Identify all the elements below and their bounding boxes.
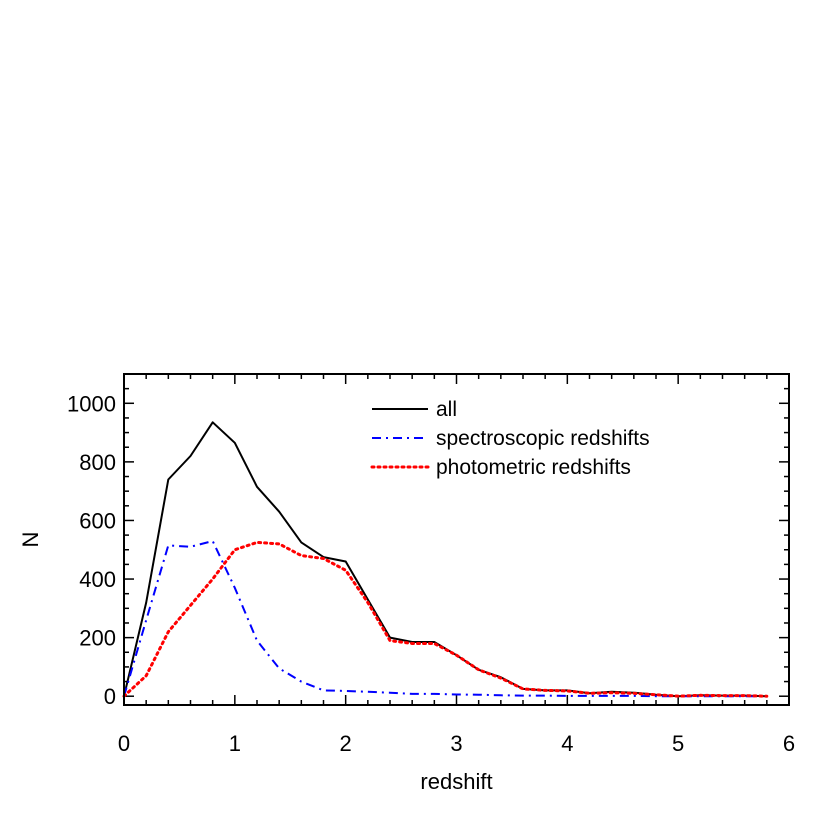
plot-frame — [123, 373, 790, 706]
x-tick-label: 4 — [561, 731, 573, 756]
legend-label-3: photometric redshifts — [436, 456, 631, 479]
legend: all spectroscopic redshifts photometric re… — [370, 398, 650, 479]
y-tick-labels: 0 200 400 600 800 1000 — [67, 391, 116, 709]
x-tick-label: 1 — [229, 731, 241, 756]
y-tick-label: 0 — [104, 684, 116, 709]
y-tick-label: 1000 — [67, 391, 116, 416]
y-tick-label: 600 — [79, 508, 116, 533]
y-tick-label: 400 — [79, 567, 116, 592]
legend-label-2: spectroscopic redshifts — [436, 427, 650, 450]
legend-label-1: all — [436, 398, 457, 421]
series-layer — [122, 421, 769, 698]
y-axis-label: N — [18, 532, 43, 548]
x-tick-labels: 0 1 2 3 4 5 6 — [118, 731, 795, 756]
series-line-3 — [122, 540, 769, 698]
y-tick-label: 800 — [79, 450, 116, 475]
x-tick-label: 0 — [118, 731, 130, 756]
x-tick-label: 2 — [340, 731, 352, 756]
x-tick-label: 5 — [672, 731, 684, 756]
x-axis-label: redshift — [420, 769, 492, 794]
series-line-2 — [123, 540, 767, 698]
x-tick-label: 6 — [783, 731, 795, 756]
x-tick-label: 3 — [450, 731, 462, 756]
y-tick-label: 200 — [79, 626, 116, 651]
